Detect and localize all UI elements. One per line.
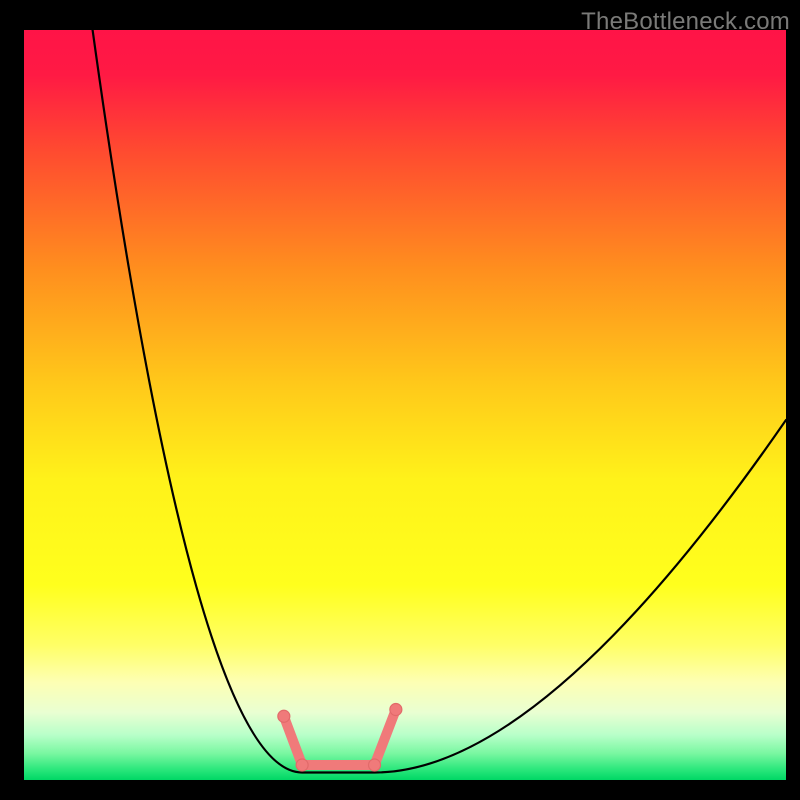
marker-dot xyxy=(390,704,402,716)
bottleneck-chart xyxy=(24,30,786,780)
plot-area xyxy=(24,30,786,780)
marker-dot xyxy=(369,759,381,771)
watermark-text: TheBottleneck.com xyxy=(581,8,790,36)
gradient-background xyxy=(24,30,786,780)
marker-dot xyxy=(278,710,290,722)
chart-frame: TheBottleneck.com xyxy=(0,0,800,800)
marker-dot xyxy=(296,759,308,771)
